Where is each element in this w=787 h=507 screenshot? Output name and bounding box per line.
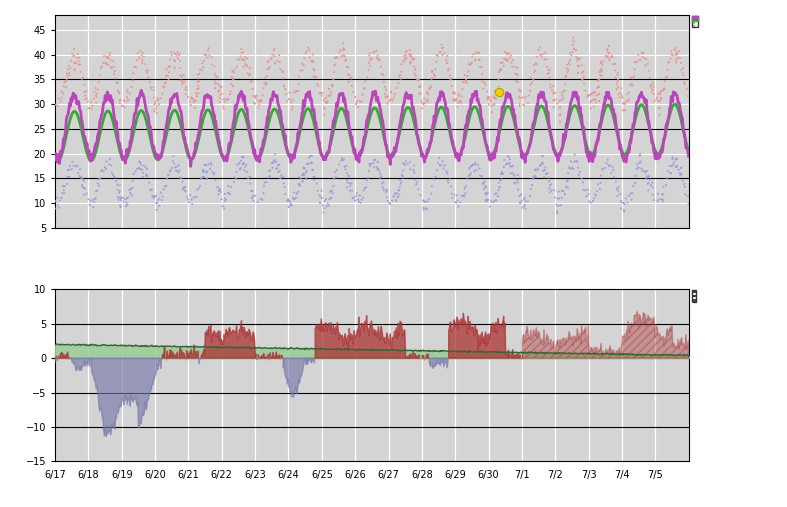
Legend: , , , : , , , bbox=[693, 16, 698, 27]
Legend: , , : , , bbox=[693, 290, 696, 302]
